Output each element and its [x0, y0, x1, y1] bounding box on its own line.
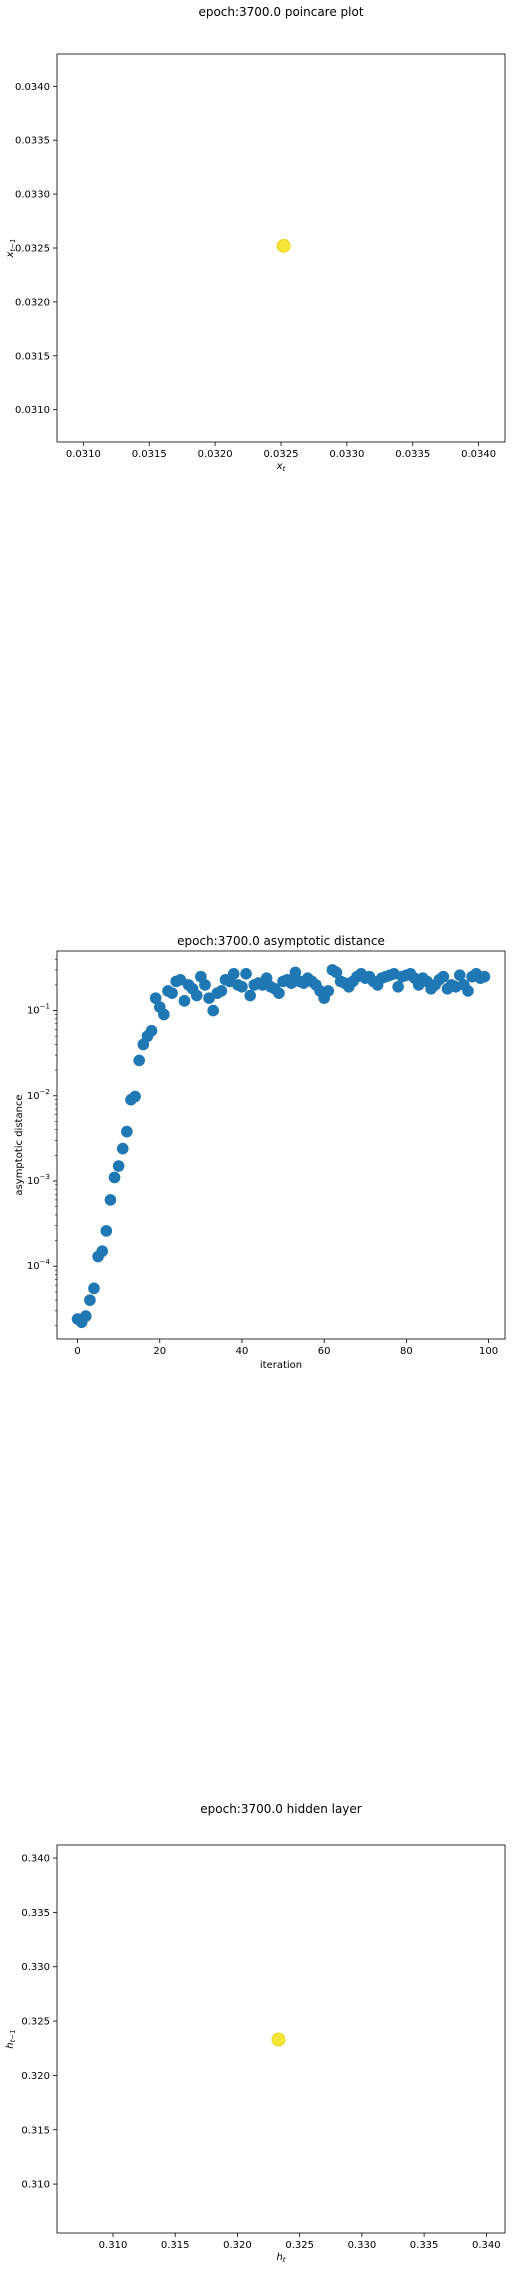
data-point [145, 1024, 158, 1037]
x-tick-label: 0.0320 [198, 449, 233, 460]
data-point [289, 966, 302, 979]
y-tick-label: 0.330 [21, 1962, 50, 1973]
data-point [149, 992, 162, 1004]
plot-frame [56, 1844, 506, 2234]
x-tick-label: 40 [236, 1346, 249, 1357]
x-tick-label: 0.330 [348, 2240, 377, 2251]
x-tick-label: 60 [318, 1346, 331, 1357]
chart-title: epoch:3700.0 poincare plot [198, 5, 363, 19]
y-tick-label: 0.335 [21, 1908, 50, 1919]
x-tick-label: 0.310 [99, 2240, 128, 2251]
y-axis-label: xt−1 [5, 239, 17, 259]
data-point [158, 1008, 170, 1021]
plot-frame [56, 950, 506, 1340]
x-tick-label: 20 [153, 1346, 166, 1357]
x-tick-label: 0.0315 [132, 449, 167, 460]
x-tick-label: 80 [400, 1346, 413, 1357]
data-point [227, 968, 240, 980]
data-point [244, 989, 256, 1002]
x-axis-label: iteration [260, 1360, 302, 1371]
data-point [273, 987, 285, 999]
data-point [453, 969, 466, 982]
data-point [240, 968, 252, 980]
y-tick-label: 0.0310 [15, 405, 50, 416]
x-tick-label: 0 [74, 1346, 80, 1357]
y-tick-label: 0.315 [21, 2125, 50, 2136]
data-point [108, 1171, 121, 1184]
chart-title: epoch:3700.0 hidden layer [200, 1802, 362, 1816]
x-tick-label: 0.315 [161, 2240, 190, 2251]
data-point [112, 1160, 125, 1172]
data-point [260, 972, 273, 984]
data-point [100, 1225, 113, 1237]
data-point [104, 1194, 117, 1206]
data-point [129, 1090, 141, 1103]
y-axis-label: ht−1 [5, 2029, 17, 2048]
chart-1: epoch:3700.0 poincare plot 0.0310 0.0315 0.… [5, 5, 506, 473]
data-point [478, 970, 491, 983]
y-tick-label: 0.0330 [15, 190, 50, 201]
data-point [392, 981, 404, 993]
x-tick-label: 0.0330 [329, 449, 364, 460]
data-point [88, 1282, 100, 1295]
y-tick-label: 0.0335 [15, 136, 50, 147]
data-point [190, 989, 203, 1002]
data-point [437, 970, 450, 983]
x-axis-label: xt [276, 461, 286, 473]
x-tick-label: 0.325 [285, 2240, 314, 2251]
x-tick-label: 0.320 [223, 2240, 252, 2251]
y-tick-label: 0.325 [21, 2017, 50, 2028]
data-point [96, 1245, 109, 1258]
y-tick-label: 0.340 [21, 1854, 50, 1865]
y-tick-label: 10−1 [27, 1003, 50, 1017]
x-axis-label: ht [276, 2252, 285, 2264]
data-point [236, 981, 248, 993]
x-tick-label: 0.0335 [395, 449, 430, 460]
data-point [199, 979, 211, 991]
chart-3: epoch:3700.0 hidden layer 0.310 0.315 0.320… [5, 1802, 506, 2264]
y-tick-label: 0.0315 [15, 351, 50, 362]
data-point [84, 1294, 96, 1306]
data-point [322, 985, 335, 997]
data-point [116, 1142, 129, 1155]
data-point [178, 995, 191, 1007]
y-tick-label: 0.0340 [15, 82, 50, 93]
data-point [276, 238, 291, 253]
data-point [121, 1125, 133, 1138]
data-point [462, 985, 474, 997]
y-axis-label: asymptotic distance [14, 1094, 25, 1195]
x-tick-label: 0.335 [410, 2240, 439, 2251]
data-point [330, 966, 343, 979]
y-tick-label: 10−4 [27, 1258, 51, 1272]
x-tick-label: 0.0325 [264, 449, 299, 460]
chart-title: epoch:3700.0 asymptotic distance [177, 934, 385, 948]
data-point [133, 1054, 146, 1067]
y-tick-label: 10−2 [27, 1088, 50, 1102]
data-point [215, 985, 228, 997]
x-tick-label: 0.340 [472, 2240, 501, 2251]
x-tick-label: 0.0310 [66, 449, 101, 460]
data-point [271, 2032, 286, 2047]
y-tick-label: 0.0320 [15, 297, 50, 308]
data-point [207, 1004, 219, 1017]
x-tick-label: 0.0340 [461, 449, 496, 460]
data-point [79, 1310, 92, 1322]
y-tick-label: 0.320 [21, 2071, 50, 2082]
chart-2: epoch:3700.0 asymptotic distance 0 20 40 60 8… [14, 934, 506, 1371]
y-tick-label: 0.310 [21, 2180, 50, 2191]
x-tick-label: 100 [479, 1346, 498, 1357]
y-tick-label: 0.0325 [15, 244, 50, 255]
y-tick-label: 10−3 [27, 1173, 50, 1187]
data-point [166, 987, 178, 999]
